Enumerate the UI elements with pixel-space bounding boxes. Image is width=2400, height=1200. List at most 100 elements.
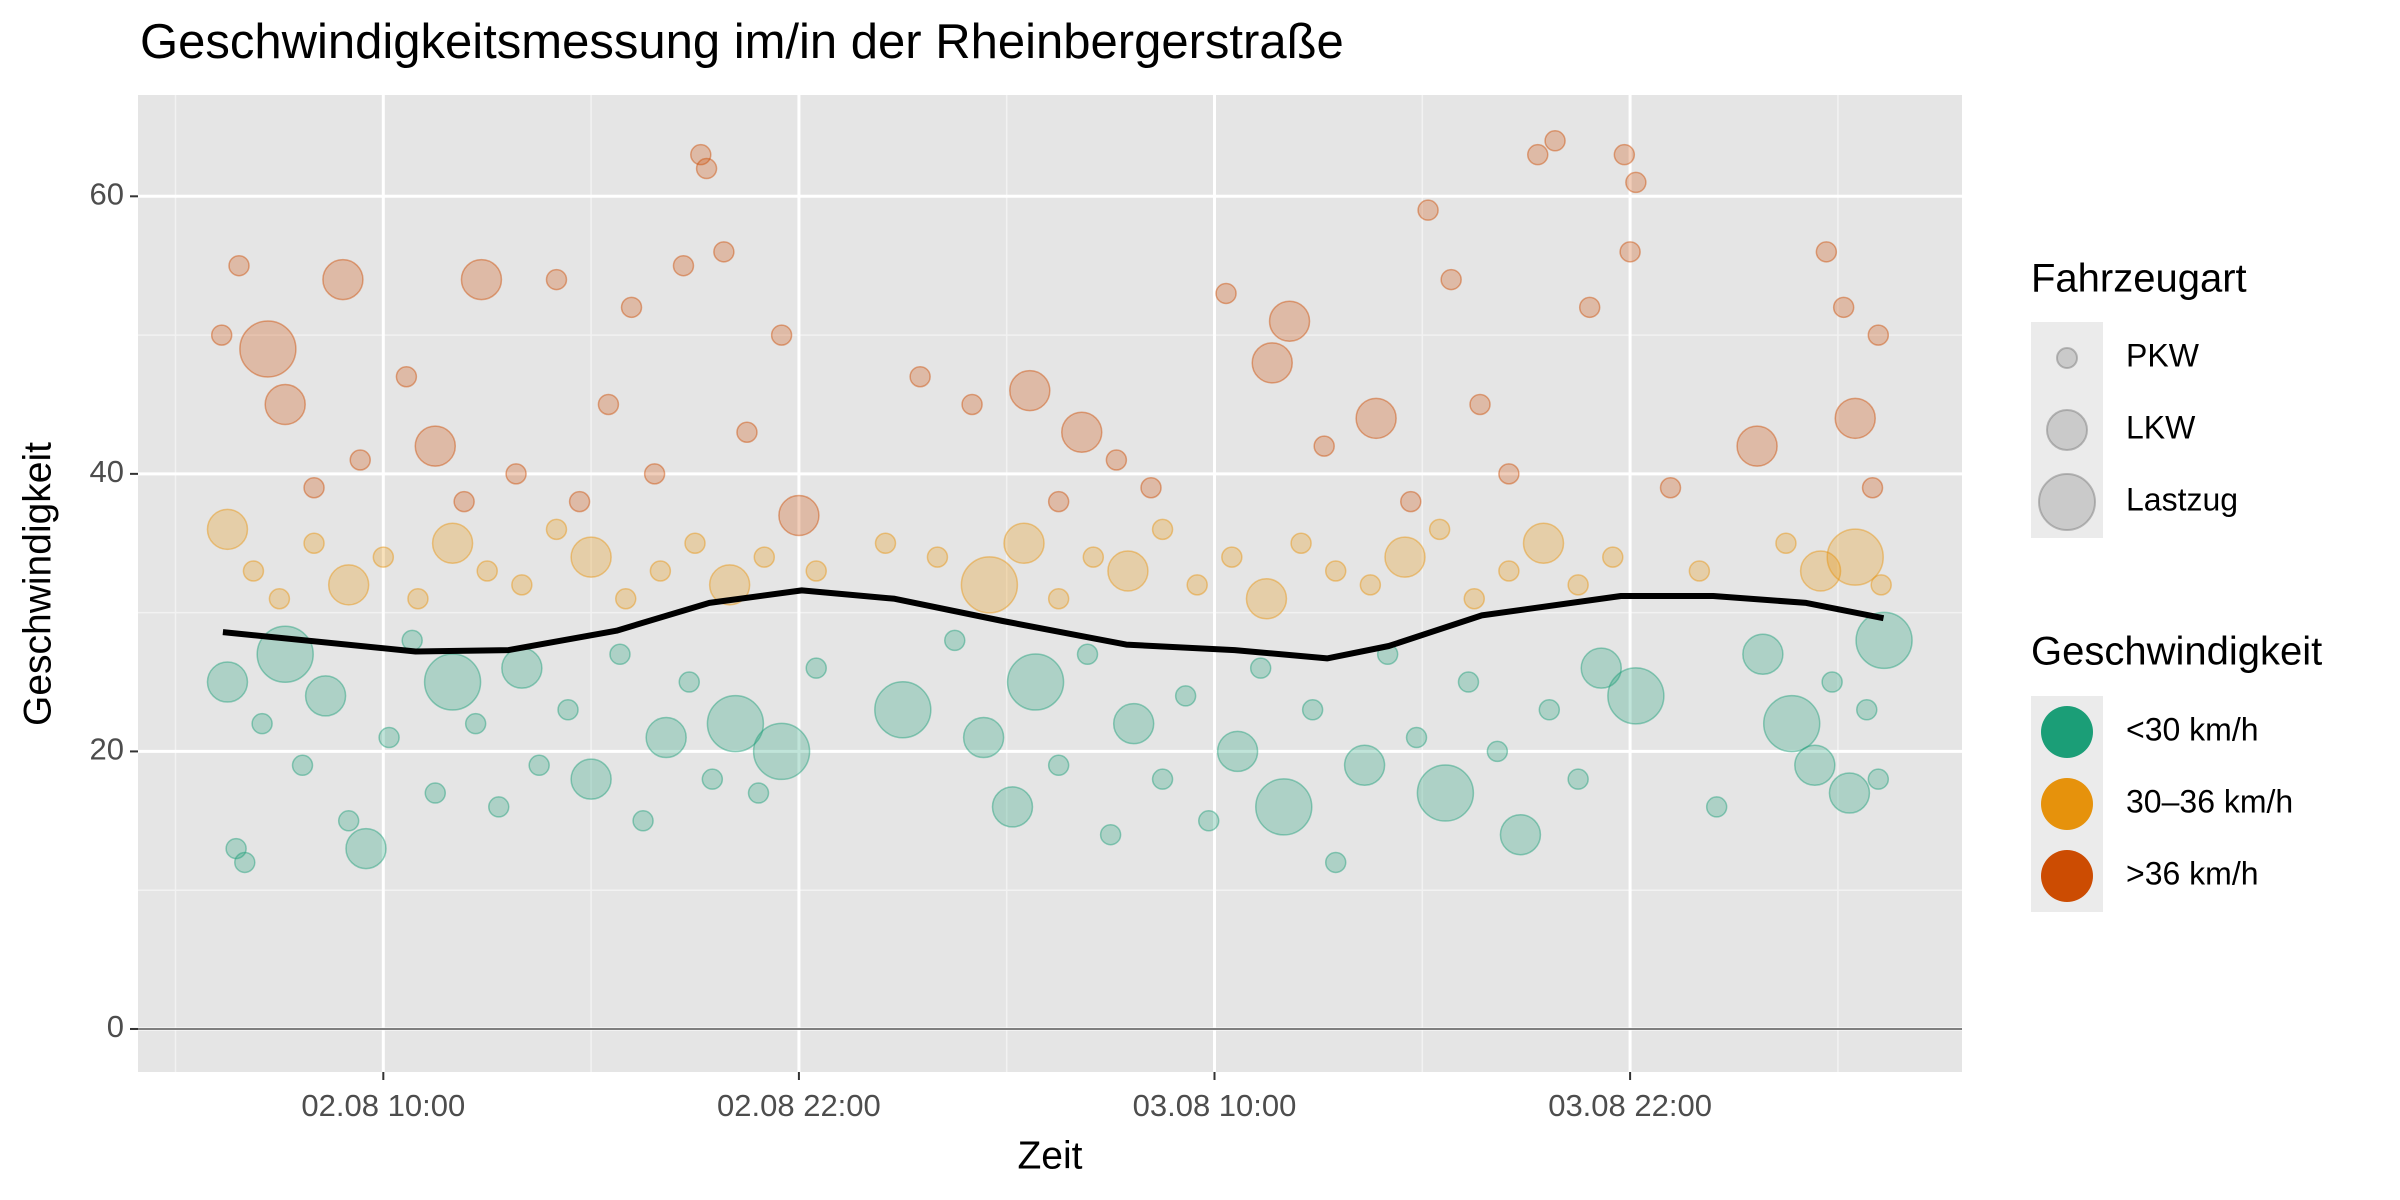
point [1619, 241, 1641, 263]
point [1107, 550, 1149, 592]
point [620, 296, 643, 319]
point [251, 712, 273, 735]
legend-key [2031, 466, 2103, 538]
chart-title: Geschwindigkeitsmessung im/in der Rheinb… [140, 15, 1344, 69]
legend-label: 30–36 km/h [2126, 783, 2293, 819]
point [264, 383, 306, 426]
point [476, 560, 498, 582]
point [1705, 796, 1728, 818]
point [1255, 778, 1313, 836]
point [372, 546, 395, 568]
point [225, 837, 247, 860]
point [1003, 522, 1045, 565]
point [1384, 536, 1426, 578]
point [752, 722, 811, 781]
point [545, 268, 568, 291]
x-tick-label: 03.08 10:00 [1133, 1088, 1297, 1123]
point [909, 365, 931, 388]
point [708, 564, 751, 606]
legend-key [2031, 394, 2103, 466]
point [453, 490, 475, 513]
point [327, 564, 370, 606]
point [501, 647, 543, 689]
point [1268, 300, 1311, 342]
point [401, 629, 423, 652]
point [464, 712, 487, 735]
point [1463, 588, 1486, 610]
point [1343, 744, 1386, 787]
point [695, 157, 718, 180]
point [874, 681, 932, 739]
point [206, 508, 249, 551]
point [1140, 476, 1162, 499]
point [961, 393, 983, 416]
point [1060, 411, 1103, 453]
point [1659, 476, 1682, 499]
point [609, 643, 631, 666]
point [753, 546, 776, 568]
point [234, 851, 256, 874]
point [1567, 768, 1589, 790]
legend-symbol [2041, 778, 2093, 830]
x-tick-label: 02.08 10:00 [301, 1088, 465, 1123]
point [1578, 296, 1601, 319]
point [268, 588, 291, 610]
legend-label: LKW [2126, 409, 2196, 445]
point [1197, 810, 1220, 832]
point [1602, 546, 1624, 568]
point [1775, 532, 1797, 555]
point [1099, 823, 1122, 846]
point [1151, 518, 1174, 541]
point [239, 320, 297, 378]
point [242, 560, 265, 582]
point [690, 143, 712, 166]
point [1544, 130, 1566, 152]
trend-line [222, 587, 1885, 662]
point [1290, 532, 1312, 555]
point [1499, 813, 1542, 856]
point [570, 536, 612, 578]
point [645, 716, 687, 759]
point [1469, 393, 1491, 416]
point [431, 522, 474, 565]
point [1580, 647, 1622, 689]
point [1856, 699, 1878, 721]
point [228, 254, 250, 277]
y-tick-label: 40 [90, 454, 124, 489]
point [1047, 490, 1070, 513]
point [632, 810, 654, 832]
point [1522, 522, 1565, 565]
point [1538, 699, 1561, 721]
point [1428, 518, 1451, 541]
point [960, 556, 1019, 614]
point [1794, 744, 1836, 787]
point [1047, 588, 1070, 610]
point [701, 768, 724, 790]
point [1047, 754, 1070, 777]
point [1498, 463, 1520, 485]
point [991, 786, 1034, 828]
point [1736, 425, 1778, 467]
point [414, 425, 457, 467]
plot-panel [138, 95, 1962, 1072]
point [597, 393, 620, 416]
legend-title: Fahrzeugart [2031, 257, 2247, 301]
point [614, 588, 637, 610]
point [1625, 171, 1647, 194]
point [713, 241, 735, 263]
point [1151, 768, 1174, 790]
point [944, 629, 966, 652]
point [1324, 851, 1347, 874]
legend-symbol [2038, 473, 2096, 531]
point [1607, 667, 1665, 725]
point [672, 254, 695, 277]
point [805, 657, 827, 679]
point [1613, 143, 1636, 166]
point [488, 796, 510, 818]
point [337, 810, 360, 832]
point [206, 661, 249, 703]
point [1417, 199, 1439, 221]
legend-symbol [2041, 706, 2093, 758]
legend-symbol [2056, 347, 2078, 369]
